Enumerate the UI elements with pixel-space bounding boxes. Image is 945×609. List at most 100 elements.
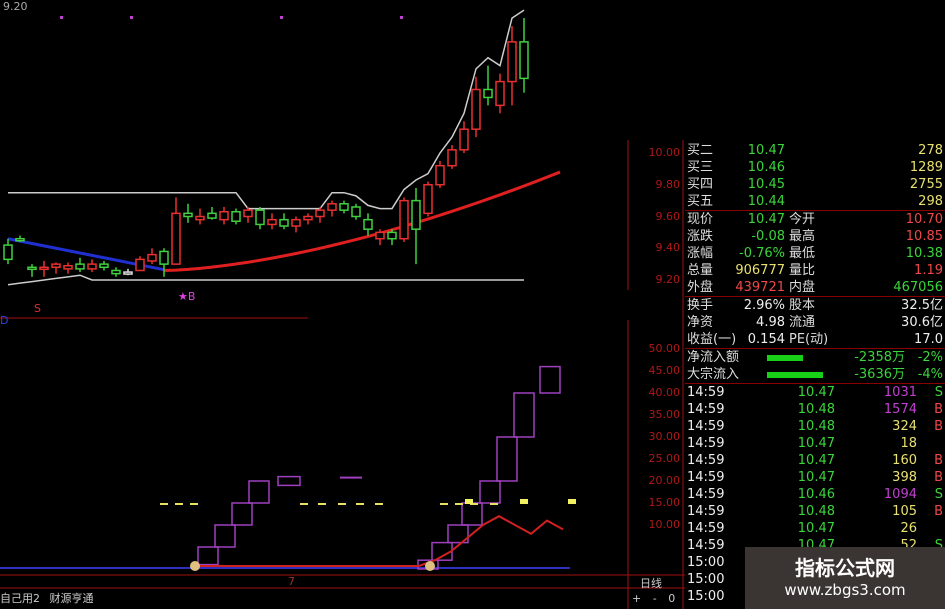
yellow-dash — [470, 503, 478, 505]
bid-label: 买四 — [687, 177, 714, 192]
bid-price: 10.47 — [747, 143, 785, 158]
candle-body — [75, 263, 85, 270]
upper-band-line — [8, 9, 525, 210]
money-bag-icon — [425, 561, 435, 571]
top-price-label: 9.20 — [3, 0, 28, 13]
candle-body — [3, 244, 13, 261]
indicator-box — [231, 502, 253, 526]
candle-body — [51, 263, 61, 269]
quote-value: 906777 — [735, 263, 785, 278]
price-tick: 9.20 — [655, 273, 681, 286]
tick-row: 14:59 10.47 26 — [685, 520, 945, 537]
zoom-in-button[interactable]: + — [632, 592, 642, 605]
signal-dot — [400, 16, 403, 19]
candle-body — [63, 264, 73, 270]
candle-body — [279, 218, 289, 227]
fund-label: 流通 — [789, 315, 816, 330]
quote-label: 涨幅 — [687, 246, 714, 261]
yellow-dash — [356, 503, 364, 505]
tick-side: S — [934, 538, 943, 553]
candle-body — [15, 237, 25, 242]
quote-value: 10.47 — [747, 212, 785, 227]
candle-body — [327, 203, 337, 211]
indicator-tick: 40.00 — [648, 386, 681, 399]
bid-row: 买四 10.45 2755 — [685, 176, 945, 193]
tick-side: S — [934, 487, 943, 502]
tick-volume: 1031 — [883, 385, 917, 400]
candle-body — [267, 218, 277, 226]
candle-body — [519, 41, 529, 80]
masked-region — [308, 290, 636, 320]
period-label[interactable]: 日线 — [640, 577, 662, 590]
tick-row: 15:00 — [685, 554, 945, 571]
fund-row: 收益(一) 0.154 PE(动) 17.0 — [685, 331, 945, 348]
bid-row: 买二 10.47 278 — [685, 142, 945, 159]
quote-label: 总量 — [687, 263, 714, 278]
tab-ziji[interactable]: 自己用2 — [0, 592, 40, 605]
tick-row: 14:59 10.48 324 B — [685, 418, 945, 435]
flow-pct: -4% — [917, 367, 943, 382]
tick-price: 10.47 — [797, 521, 835, 536]
bid-label: 买三 — [687, 160, 714, 175]
bid-label: 买五 — [687, 194, 714, 209]
indicator-tick: 25.00 — [648, 452, 681, 465]
bid-row: 买五 10.44 298 — [685, 193, 945, 210]
tick-side: S — [934, 385, 943, 400]
tick-volume: 1574 — [883, 402, 917, 417]
tick-time: 14:59 — [687, 470, 725, 485]
candle-body — [399, 199, 409, 240]
tick-volume: 26 — [900, 521, 917, 536]
indicator-tick: 50.00 — [648, 342, 681, 355]
quote-row: 涨跌 -0.08 最高 10.85 — [685, 228, 945, 245]
indicator-box — [277, 475, 301, 487]
indicator-box — [248, 480, 270, 504]
tick-price: 10.47 — [797, 453, 835, 468]
bid-label: 买二 — [687, 143, 714, 158]
candle-body — [291, 218, 301, 227]
bid-price: 10.44 — [747, 194, 785, 209]
price-tick: 9.40 — [655, 241, 681, 255]
tick-volume: 324 — [892, 419, 917, 434]
tick-price: 10.48 — [797, 402, 835, 417]
indicator-tick: 30.00 — [648, 430, 681, 443]
tick-time: 15:00 — [687, 572, 725, 587]
indicator-tick: 15.00 — [648, 496, 681, 509]
bid-volume: 2755 — [909, 177, 943, 192]
price-tick: 10.00 — [648, 146, 681, 159]
tick-time: 14:59 — [687, 419, 725, 434]
candle-body — [459, 128, 469, 151]
quote-value: -0.76% — [739, 246, 785, 261]
tick-price: 10.46 — [797, 487, 835, 502]
quote-label: 涨跌 — [687, 229, 714, 244]
flow-row: 净流入额 -2358万 -2% — [685, 349, 945, 366]
indicator-box — [479, 480, 501, 504]
quote-value: 467056 — [893, 280, 943, 295]
tick-price: 10.48 — [797, 419, 835, 434]
kline-chart[interactable]: ★B S D 7 — [0, 0, 685, 609]
reset-button[interactable]: 0 — [668, 592, 676, 605]
tab-caiyuan[interactable]: 财源亨通 — [49, 592, 94, 605]
candle-body — [387, 231, 397, 240]
price-tick: 9.80 — [655, 177, 681, 191]
flow-bar — [767, 372, 823, 378]
yellow-dash — [160, 503, 168, 505]
tick-row: 14:59 10.47 398 B — [685, 469, 945, 486]
money-bag-icon — [190, 561, 200, 571]
yellow-dash — [338, 503, 346, 505]
quote-value: 10.85 — [905, 229, 943, 244]
candle-body — [183, 212, 193, 218]
zoom-out-button[interactable]: - — [652, 592, 657, 605]
flow-value: -2358万 — [854, 350, 905, 365]
sub-marker: 7 — [288, 575, 295, 588]
indicator-tick: 35.00 — [648, 408, 681, 421]
tick-side: B — [934, 419, 943, 434]
lower-band-line — [7, 274, 524, 286]
indicator-box — [447, 524, 469, 544]
tick-side: B — [934, 504, 943, 519]
yellow-dash — [440, 503, 448, 505]
fund-label: 股本 — [789, 298, 816, 313]
quote-panel: 买二 10.47 278 买三 10.46 1289 买四 10.45 2755 买五 10.44 2… — [685, 142, 945, 605]
tick-price: 10.47 — [797, 470, 835, 485]
quote-row: 外盘 439721 内盘 467056 — [685, 279, 945, 296]
tick-volume: 18 — [900, 436, 917, 451]
